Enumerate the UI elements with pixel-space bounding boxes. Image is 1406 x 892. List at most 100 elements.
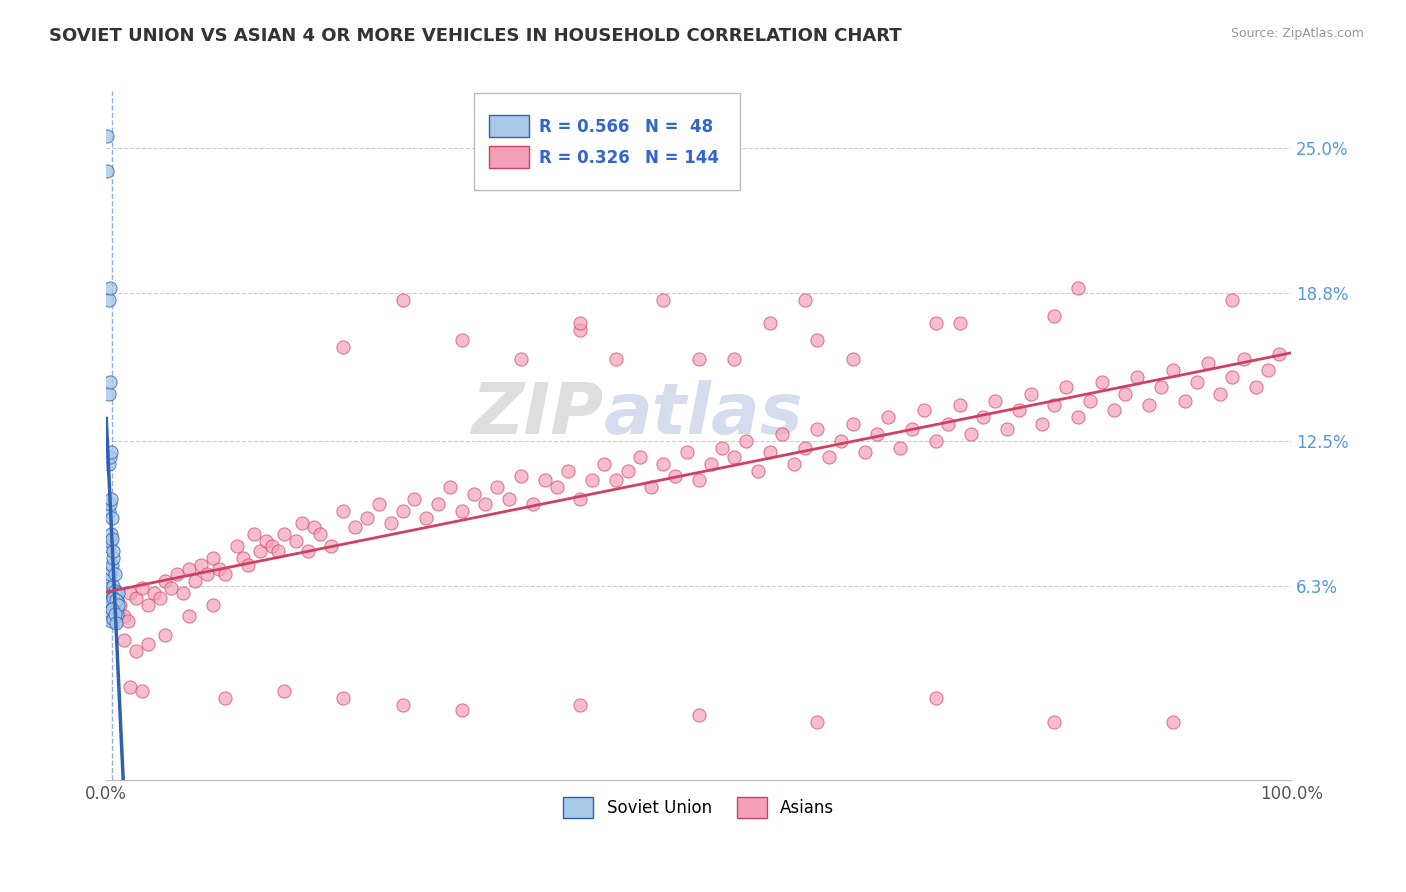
- Point: [105, 593, 128, 607]
- Point: [98, 567, 121, 582]
- Point: [1067, 281, 1090, 295]
- Point: [179, 609, 201, 624]
- Point: [195, 567, 218, 582]
- Point: [284, 534, 307, 549]
- Point: [166, 567, 188, 582]
- Point: [179, 562, 201, 576]
- Point: [865, 426, 887, 441]
- Point: [104, 593, 127, 607]
- Point: [770, 426, 793, 441]
- Point: [404, 492, 426, 507]
- Point: [581, 474, 603, 488]
- Point: [356, 511, 378, 525]
- Point: [112, 632, 135, 647]
- Point: [450, 504, 472, 518]
- Point: [1161, 363, 1184, 377]
- Point: [136, 637, 159, 651]
- Point: [1209, 386, 1232, 401]
- Point: [1185, 375, 1208, 389]
- Point: [97, 574, 120, 589]
- FancyBboxPatch shape: [489, 115, 529, 137]
- Point: [806, 422, 828, 436]
- Point: [605, 474, 627, 488]
- Point: [308, 527, 330, 541]
- Point: [262, 539, 284, 553]
- Point: [533, 474, 555, 488]
- Point: [103, 591, 125, 605]
- Point: [972, 410, 994, 425]
- Point: [367, 497, 389, 511]
- Point: [688, 474, 710, 488]
- Point: [794, 293, 817, 307]
- Point: [664, 468, 686, 483]
- Point: [498, 492, 520, 507]
- Point: [1078, 393, 1101, 408]
- Point: [214, 567, 236, 582]
- Text: ZIP: ZIP: [472, 380, 605, 450]
- Point: [101, 609, 124, 624]
- Point: [100, 595, 122, 609]
- Point: [103, 605, 125, 619]
- Point: [208, 562, 231, 576]
- Point: [249, 543, 271, 558]
- Point: [569, 323, 592, 337]
- Point: [100, 562, 122, 576]
- Point: [427, 497, 450, 511]
- Point: [101, 532, 124, 546]
- Point: [98, 497, 121, 511]
- Point: [1161, 714, 1184, 729]
- Point: [254, 534, 277, 549]
- Point: [103, 550, 125, 565]
- Point: [155, 628, 177, 642]
- Point: [569, 698, 592, 713]
- Point: [1150, 380, 1173, 394]
- Point: [1091, 375, 1114, 389]
- FancyBboxPatch shape: [474, 93, 741, 190]
- Point: [105, 607, 128, 621]
- Legend: Soviet Union, Asians: Soviet Union, Asians: [557, 790, 841, 825]
- Point: [842, 351, 865, 366]
- Point: [107, 598, 129, 612]
- Point: [723, 351, 745, 366]
- Point: [98, 450, 121, 464]
- Point: [136, 598, 159, 612]
- Point: [759, 445, 782, 459]
- Point: [243, 527, 266, 541]
- Point: [628, 450, 651, 464]
- Point: [1043, 310, 1066, 324]
- Point: [131, 581, 153, 595]
- Point: [676, 445, 699, 459]
- Point: [1043, 399, 1066, 413]
- Point: [948, 399, 970, 413]
- Point: [297, 543, 319, 558]
- Point: [984, 393, 1007, 408]
- Point: [1233, 351, 1256, 366]
- Point: [125, 591, 148, 605]
- Point: [148, 591, 170, 605]
- Point: [450, 333, 472, 347]
- Point: [995, 422, 1018, 436]
- Point: [925, 691, 948, 706]
- Point: [415, 511, 437, 525]
- Point: [912, 403, 935, 417]
- Point: [231, 550, 253, 565]
- Point: [103, 583, 125, 598]
- Point: [97, 386, 120, 401]
- Point: [652, 293, 675, 307]
- Point: [97, 598, 120, 612]
- Point: [332, 504, 354, 518]
- Point: [1031, 417, 1053, 432]
- Point: [125, 644, 148, 658]
- Point: [640, 480, 662, 494]
- Point: [616, 464, 638, 478]
- Point: [155, 574, 177, 589]
- Point: [474, 497, 496, 511]
- Point: [806, 714, 828, 729]
- Text: SOVIET UNION VS ASIAN 4 OR MORE VEHICLES IN HOUSEHOLD CORRELATION CHART: SOVIET UNION VS ASIAN 4 OR MORE VEHICLES…: [49, 27, 901, 45]
- Point: [101, 602, 124, 616]
- Point: [100, 445, 122, 459]
- Point: [100, 586, 122, 600]
- Point: [1054, 380, 1077, 394]
- Point: [510, 468, 533, 483]
- Point: [1174, 393, 1197, 408]
